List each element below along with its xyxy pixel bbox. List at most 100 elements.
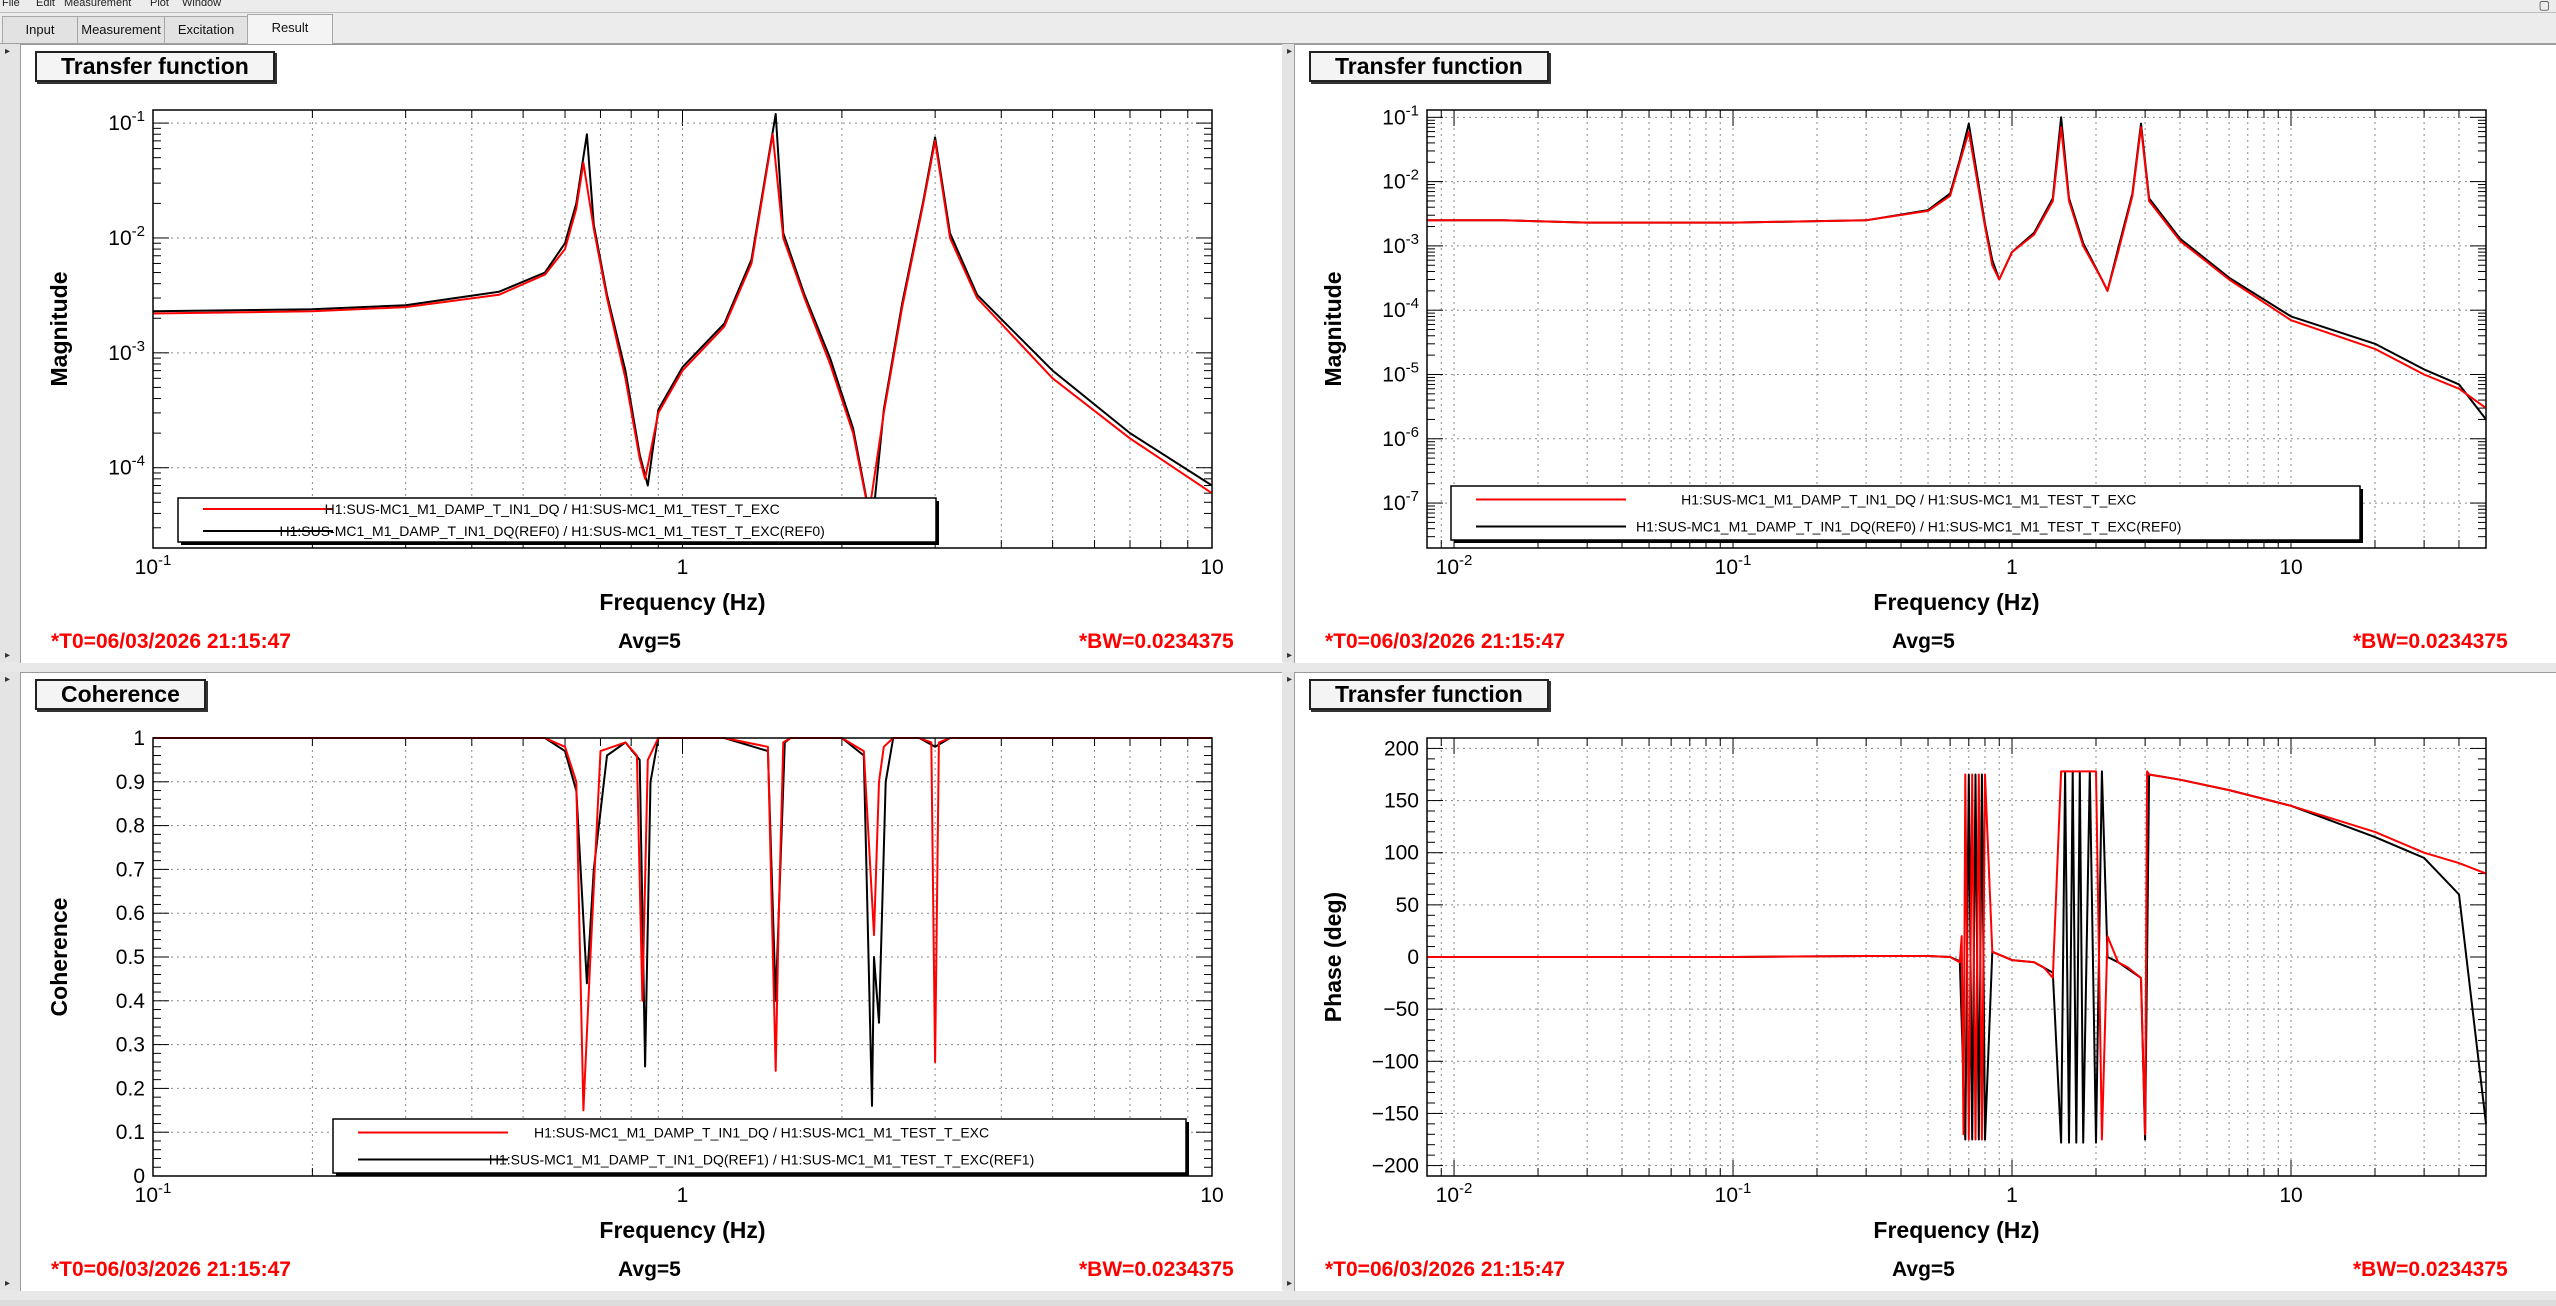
menu-measurement[interactable]: Measurement (64, 0, 132, 9)
y-tick-label: 50 (1396, 894, 1419, 917)
series-line-0 (153, 737, 1212, 1112)
chart-2[interactable]: 10-1 1 10 0 0.1 0.2 0.3 0.4 0.5 0.6 0.7 0.8 0.9 1 Freq… (21, 673, 1283, 1291)
y-tick-label: 0.3 (116, 1034, 145, 1057)
y-tick-label: 0 (133, 1165, 145, 1188)
series-line-0 (1427, 770, 2487, 1141)
expand-arrow-icon[interactable]: ▸ (1287, 46, 1293, 57)
x-tick-label: 10 (1200, 1184, 1223, 1207)
panel-2-title[interactable]: Coherence (35, 679, 206, 710)
series-group (152, 113, 1213, 529)
legend-box (177, 497, 937, 543)
panel-3-t0-label: *T0=06/03/2026 21:15:47 (1325, 1258, 1565, 1281)
expand-arrow-icon[interactable]: ▸ (5, 46, 11, 57)
y-tick-label: 0.8 (116, 815, 145, 838)
menu-edit[interactable]: Edit (36, 0, 55, 9)
collapse-arrow-icon[interactable]: ▸ (5, 650, 11, 661)
plot-panel-2: 10-1 1 10 0 0.1 0.2 0.3 0.4 0.5 0.6 0.7 0.8 0.9 1 Freq… (20, 672, 1283, 1291)
panel-0-avg-label: Avg=5 (618, 630, 681, 653)
legend-entry-label: H1:SUS-MC1_M1_DAMP_T_IN1_DQ / H1:SUS-MC1… (325, 501, 780, 517)
y-tick-label: 10-2 (1382, 167, 1419, 194)
y-tick-label: −200 (1372, 1155, 1419, 1178)
panel-0-side-strip[interactable]: ▸ ▸ (0, 44, 20, 662)
x-tick-label: 10 (2279, 556, 2302, 579)
status-bar (0, 1300, 2556, 1306)
y-tick-label: 10-4 (1382, 295, 1419, 322)
chart-0[interactable]: 10-1 1 10 10-4 10-3 10-2 10-1 Frequency (Hz) Mag… (21, 45, 1283, 663)
plot-frame (152, 109, 1213, 549)
y-tick-label: 100 (1384, 842, 1419, 865)
tab-input[interactable]: Input (2, 16, 78, 43)
panel-3-title[interactable]: Transfer function (1309, 679, 1549, 710)
tab-measurement[interactable]: Measurement (77, 16, 165, 43)
window-restore-icon[interactable]: ▢ (2538, 0, 2550, 12)
panel-1-t0-label: *T0=06/03/2026 21:15:47 (1325, 630, 1565, 653)
collapse-arrow-icon[interactable]: ▸ (5, 1278, 11, 1289)
grid (152, 737, 1213, 1177)
x-tick-label: 10 (1200, 556, 1223, 579)
panel-1-title[interactable]: Transfer function (1309, 51, 1549, 82)
y-axis-label: Magnitude (46, 272, 72, 387)
tab-bar: Input Measurement Excitation Result (0, 13, 2556, 44)
legend[interactable]: H1:SUS-MC1_M1_DAMP_T_IN1_DQ / H1:SUS-MC1… (332, 1118, 1189, 1176)
legend[interactable]: H1:SUS-MC1_M1_DAMP_T_IN1_DQ / H1:SUS-MC1… (1450, 485, 2363, 543)
grid (1426, 110, 2487, 549)
legend-entry-label: H1:SUS-MC1_M1_DAMP_T_IN1_DQ(REF0) / H1:S… (1636, 519, 2181, 535)
expand-arrow-icon[interactable]: ▸ (5, 674, 11, 685)
x-tick-label: 10-1 (1715, 1180, 1752, 1207)
x-tick-label: 10 (2279, 1184, 2302, 1207)
x-axis-label: Frequency (Hz) (1873, 1217, 2039, 1243)
menu-file[interactable]: File (2, 0, 20, 9)
legend[interactable]: H1:SUS-MC1_M1_DAMP_T_IN1_DQ / H1:SUS-MC1… (177, 497, 939, 545)
y-axis-label: Phase (deg) (1320, 892, 1346, 1022)
legend-box (332, 1118, 1187, 1174)
menu-bar: File Edit Measurement Plot Window ▢ (0, 0, 2556, 13)
plot-panel-3: 10-2 10-1 1 10 −200 −150 −100 −50 0 50 100 150 200 Fr… (1294, 672, 2556, 1291)
x-tick-label: 1 (677, 556, 689, 579)
collapse-arrow-icon[interactable]: ▸ (1287, 1278, 1293, 1289)
x-axis-label: Frequency (Hz) (599, 1217, 765, 1243)
panel-0-title[interactable]: Transfer function (35, 51, 275, 82)
y-tick-label: 10-2 (108, 223, 145, 250)
y-tick-label: 0 (1407, 946, 1419, 969)
x-tick-label: 10-1 (135, 1180, 172, 1207)
chart-3[interactable]: 10-2 10-1 1 10 −200 −150 −100 −50 0 50 100 150 200 Fr… (1295, 673, 2556, 1291)
plot-panel-0: 10-1 1 10 10-4 10-3 10-2 10-1 Frequency (Hz) Mag… (20, 44, 1283, 663)
y-tick-label: 200 (1384, 737, 1419, 760)
series-line-0 (152, 133, 1213, 515)
x-axis-label: Frequency (Hz) (1873, 589, 2039, 615)
y-axis-label: Magnitude (1320, 272, 1346, 387)
legend-box (1450, 485, 2361, 541)
panel-3-avg-label: Avg=5 (1892, 1258, 1955, 1281)
panel-3-bw-label: *BW=0.0234375 (2353, 1258, 2508, 1281)
y-tick-label: 0.2 (116, 1077, 145, 1100)
panel-2-side-strip[interactable]: ▸ ▸ (0, 672, 20, 1290)
y-tick-label: 10-5 (1382, 359, 1419, 386)
tab-excitation[interactable]: Excitation (164, 16, 248, 43)
menu-plot[interactable]: Plot (150, 0, 169, 9)
menu-window[interactable]: Window (182, 0, 222, 9)
plot-panel-1: 10-2 10-1 1 10 10-7 10-6 10-5 10-4 10-3 10-2 10-1 F… (1294, 44, 2556, 663)
legend-entry-label: H1:SUS-MC1_M1_DAMP_T_IN1_DQ(REF0) / H1:S… (279, 523, 824, 539)
x-axis-label: Frequency (Hz) (599, 589, 765, 615)
x-tick-label: 1 (2006, 556, 2018, 579)
tab-result[interactable]: Result (247, 14, 333, 44)
plot-frame (1426, 737, 2487, 1177)
collapse-arrow-icon[interactable]: ▸ (1287, 650, 1293, 661)
y-tick-label: 10-3 (1382, 231, 1419, 258)
y-tick-label: 1 (133, 727, 145, 750)
panel-2-avg-label: Avg=5 (618, 1258, 681, 1281)
y-tick-label: 10-1 (108, 108, 145, 135)
y-tick-label: 0.5 (116, 946, 145, 969)
x-tick-label: 1 (2006, 1184, 2018, 1207)
panel-1-avg-label: Avg=5 (1892, 630, 1955, 653)
series-group (153, 737, 1212, 1112)
chart-1[interactable]: 10-2 10-1 1 10 10-7 10-6 10-5 10-4 10-3 10-2 10-1 F… (1295, 45, 2556, 663)
x-tick-label: 10-2 (1436, 552, 1473, 579)
y-tick-label: 10-1 (1382, 102, 1419, 129)
y-tick-label: 10-3 (108, 338, 145, 365)
series-group (1427, 116, 2487, 421)
y-tick-label: 150 (1384, 790, 1419, 813)
y-tick-label: 0.9 (116, 771, 145, 794)
expand-arrow-icon[interactable]: ▸ (1287, 674, 1293, 685)
legend-entry-label: H1:SUS-MC1_M1_DAMP_T_IN1_DQ(REF1) / H1:S… (489, 1152, 1034, 1168)
